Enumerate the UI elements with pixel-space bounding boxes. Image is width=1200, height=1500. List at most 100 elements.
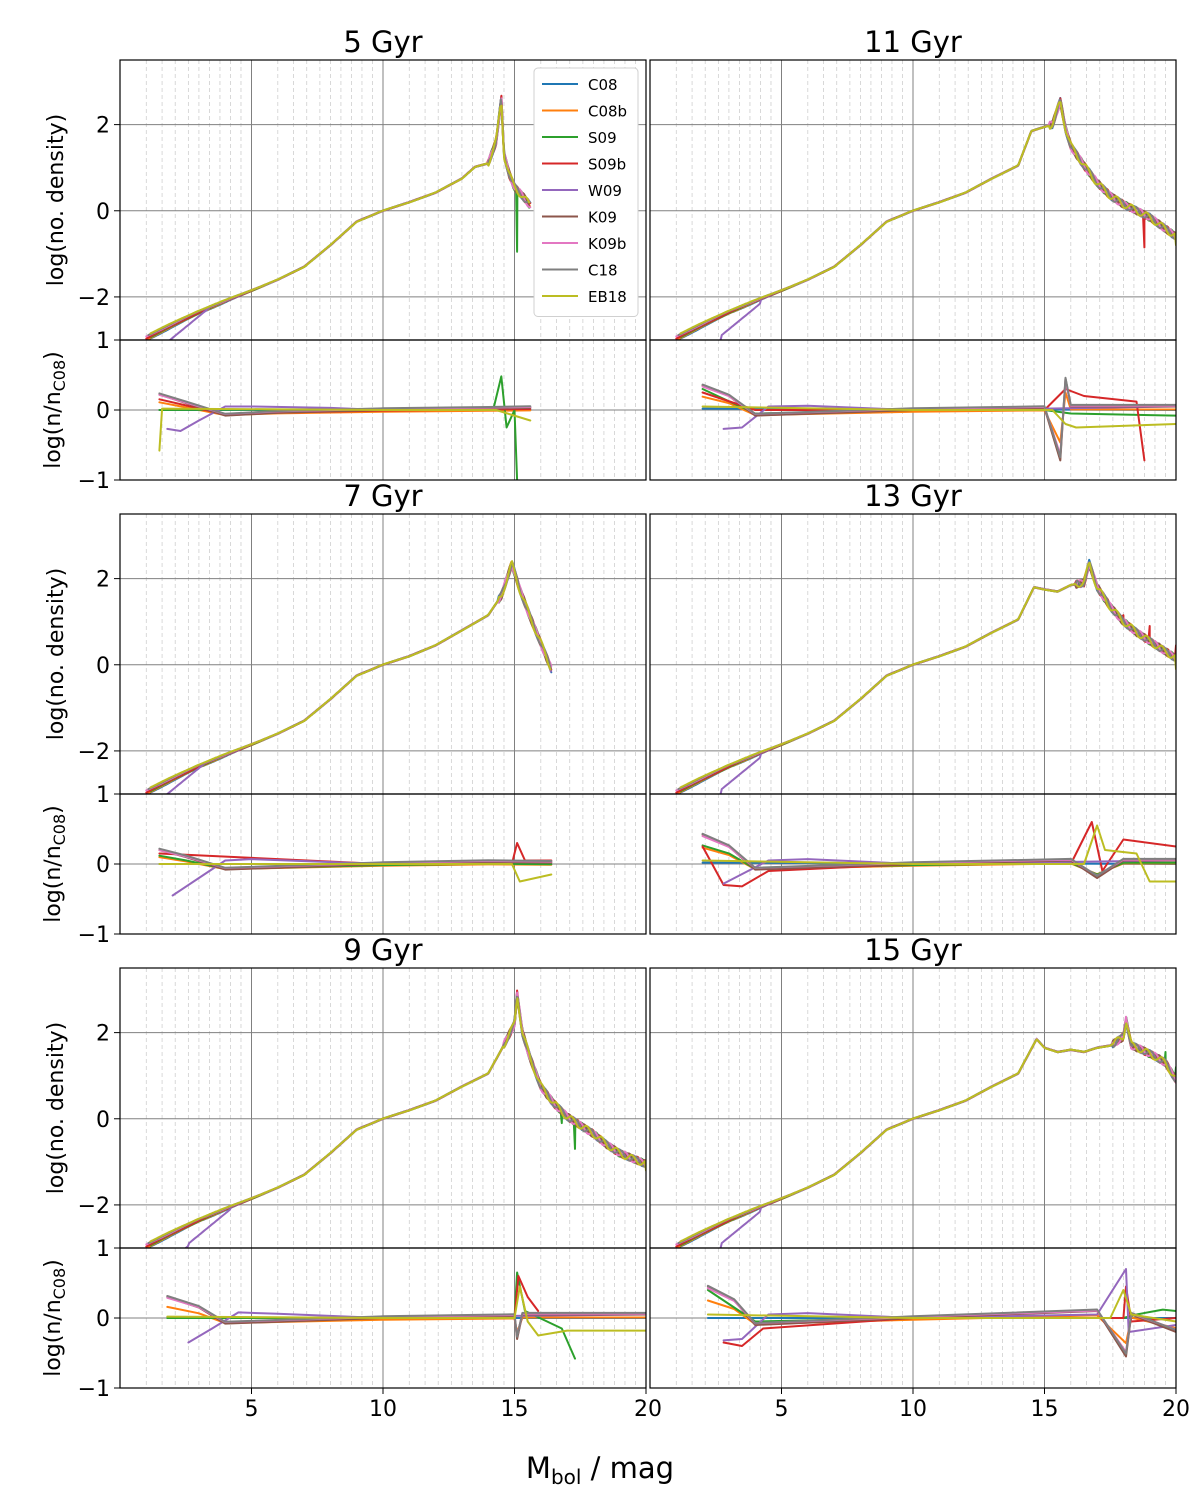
ratio-axes-frame: [649, 339, 1177, 481]
y-tick-label: 2: [96, 114, 110, 139]
density-series-11-gyr: [675, 97, 1176, 340]
density-series-9-gyr: [145, 989, 646, 1248]
x-tick-label: 10: [369, 1397, 397, 1422]
ratio-line-c18: [158, 392, 532, 415]
panel-title: 11 Gyr: [864, 25, 962, 59]
ratio-line-eb18: [706, 1289, 1176, 1323]
y-tick-label: −1: [78, 923, 110, 948]
density-line-w09: [184, 998, 646, 1248]
y-tick-label: 2: [96, 1022, 110, 1047]
y-axis-label-density: log(no. density): [44, 114, 69, 286]
y-axis-label-ratio-sub: C08: [50, 360, 69, 392]
density-line-s09b: [145, 564, 553, 794]
x-axis-label-main: M: [526, 1451, 551, 1485]
density-line-w09: [719, 98, 1176, 340]
legend-label-k09: K09: [588, 209, 617, 227]
grid-9-gyr: [120, 968, 646, 1388]
panel-title: 15 Gyr: [864, 933, 962, 967]
x-tick-label: 15: [501, 1397, 529, 1422]
ratio-line-c18: [701, 832, 1176, 877]
y-tick-label: −1: [78, 1377, 110, 1402]
x-tick-label: 5: [775, 1397, 789, 1422]
density-line-c08b: [677, 1022, 1176, 1248]
density-line-eb18: [149, 560, 552, 789]
ratio-line-c18: [706, 1284, 1176, 1355]
legend-label-s09b: S09b: [588, 156, 626, 174]
density-series-7-gyr: [145, 560, 553, 794]
density-line-eb18: [679, 561, 1176, 789]
density-line-c08b: [677, 102, 1176, 340]
legend-label-c18: C18: [588, 262, 618, 280]
legend-label-w09: W09: [588, 182, 622, 200]
y-tick-label: −2: [78, 286, 110, 311]
y-axis-label-ratio: log(n/nC08): [41, 1259, 69, 1377]
y-tick-label: 1: [96, 783, 110, 808]
y-axis-label-ratio: log(n/nC08): [41, 805, 69, 923]
density-line-eb18: [679, 1022, 1176, 1243]
legend: C08 C08b S09 S09b W09 K09 K09b C18 EB18: [533, 67, 639, 317]
ratio-line-eb18: [701, 405, 1176, 429]
panel-15-gyr: 15 Gyr 5 10 15 20: [649, 933, 1190, 1422]
x-tick-label: 20: [1162, 1397, 1190, 1422]
density-line-c08b: [147, 561, 552, 794]
y-tick-label: 0: [96, 1307, 110, 1332]
legend-frame: [533, 67, 639, 317]
y-tick-label: 0: [96, 1108, 110, 1133]
x-tick-label: 20: [634, 1397, 662, 1422]
ratio-line-c18: [166, 1295, 646, 1338]
y-axis-label-ratio-suffix: ): [41, 805, 66, 814]
y-tick-label: 0: [96, 399, 110, 424]
density-line-c08: [145, 560, 553, 794]
density-line-k09: [149, 562, 552, 790]
grid-13-gyr: [650, 514, 1176, 934]
density-series-13-gyr: [675, 558, 1176, 794]
y-axis-label-ratio-prefix: log(n/n: [41, 845, 66, 922]
y-tick-label: −2: [78, 740, 110, 765]
y-tick-label: 0: [96, 200, 110, 225]
density-line-c18: [147, 564, 552, 790]
y-axis-label-ratio-suffix: ): [41, 1259, 66, 1268]
panel-title: 7 Gyr: [343, 479, 422, 513]
ratio-line-c18: [701, 376, 1176, 459]
ratio-line-eb18: [158, 863, 553, 883]
ratio-line-eb18: [166, 1285, 646, 1337]
legend-label-c08b: C08b: [588, 103, 627, 121]
x-tick-label: 5: [245, 1397, 259, 1422]
ratio-line-s09b: [701, 388, 1146, 462]
x-axis-label-sub: bol: [551, 1465, 582, 1489]
y-axis-label-ratio: log(n/nC08): [41, 351, 69, 469]
x-axis-label-unit: / mag: [581, 1451, 674, 1485]
legend-label-k09b: K09b: [588, 235, 626, 253]
ratio-series-13-gyr: [701, 821, 1176, 888]
ratio-series-5-gyr: [158, 375, 532, 480]
ratio-line-c18: [158, 847, 553, 869]
density-series-5-gyr: [145, 94, 532, 340]
ratio-axes-frame: [649, 793, 1177, 935]
density-line-s09: [679, 566, 1176, 793]
y-tick-label: −1: [78, 469, 110, 494]
density-line-c08b: [677, 563, 1176, 794]
ratio-line-s09b: [513, 1275, 540, 1319]
density-line-c08: [675, 1022, 1176, 1248]
density-line-k09b: [145, 565, 553, 792]
ratio-series-9-gyr: [166, 1271, 646, 1360]
panel-title: 9 Gyr: [343, 933, 422, 967]
grid-11-gyr: [650, 60, 1176, 480]
y-axis-label-density: log(no. density): [44, 568, 69, 740]
y-tick-label: 1: [96, 1237, 110, 1262]
density-line-w09: [719, 561, 1176, 794]
ratio-series-7-gyr: [158, 842, 553, 897]
ratio-line-eb18: [701, 824, 1176, 883]
x-tick-label: 10: [899, 1397, 927, 1422]
density-line-eb18: [679, 101, 1176, 335]
y-tick-label: 0: [96, 853, 110, 878]
grid-7-gyr: [120, 514, 646, 934]
y-axis-label-ratio-sub: C08: [50, 814, 69, 846]
x-tick-label: 15: [1031, 1397, 1059, 1422]
panel-7-gyr: 7 Gyr 2 0 −2 1 0 −1 log(no. density) log(n/nC08): [41, 479, 647, 948]
panel-title: 13 Gyr: [864, 479, 962, 513]
y-tick-label: 2: [96, 568, 110, 593]
y-tick-label: 1: [96, 329, 110, 354]
